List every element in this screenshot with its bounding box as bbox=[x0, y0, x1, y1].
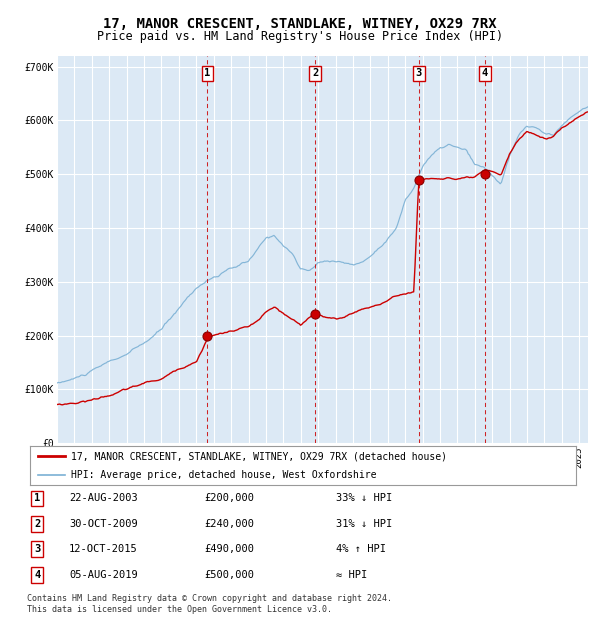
Text: 4% ↑ HPI: 4% ↑ HPI bbox=[336, 544, 386, 554]
Text: 17, MANOR CRESCENT, STANDLAKE, WITNEY, OX29 7RX: 17, MANOR CRESCENT, STANDLAKE, WITNEY, O… bbox=[103, 17, 497, 32]
Text: This data is licensed under the Open Government Licence v3.0.: This data is licensed under the Open Gov… bbox=[27, 604, 332, 614]
Text: 1: 1 bbox=[34, 494, 40, 503]
Text: 3: 3 bbox=[416, 68, 422, 78]
Text: £240,000: £240,000 bbox=[204, 519, 254, 529]
Text: Contains HM Land Registry data © Crown copyright and database right 2024.: Contains HM Land Registry data © Crown c… bbox=[27, 593, 392, 603]
Text: 1: 1 bbox=[204, 68, 211, 78]
Text: £200,000: £200,000 bbox=[204, 494, 254, 503]
Text: 2: 2 bbox=[312, 68, 319, 78]
Text: HPI: Average price, detached house, West Oxfordshire: HPI: Average price, detached house, West… bbox=[71, 470, 376, 480]
Text: 33% ↓ HPI: 33% ↓ HPI bbox=[336, 494, 392, 503]
Text: 3: 3 bbox=[34, 544, 40, 554]
Text: £490,000: £490,000 bbox=[204, 544, 254, 554]
Text: £500,000: £500,000 bbox=[204, 570, 254, 580]
Text: 2: 2 bbox=[34, 519, 40, 529]
Text: 31% ↓ HPI: 31% ↓ HPI bbox=[336, 519, 392, 529]
Text: 4: 4 bbox=[482, 68, 488, 78]
Text: 22-AUG-2003: 22-AUG-2003 bbox=[69, 494, 138, 503]
Text: 05-AUG-2019: 05-AUG-2019 bbox=[69, 570, 138, 580]
Text: Price paid vs. HM Land Registry's House Price Index (HPI): Price paid vs. HM Land Registry's House … bbox=[97, 30, 503, 43]
Text: 30-OCT-2009: 30-OCT-2009 bbox=[69, 519, 138, 529]
Text: 17, MANOR CRESCENT, STANDLAKE, WITNEY, OX29 7RX (detached house): 17, MANOR CRESCENT, STANDLAKE, WITNEY, O… bbox=[71, 451, 447, 461]
Text: ≈ HPI: ≈ HPI bbox=[336, 570, 367, 580]
Text: 12-OCT-2015: 12-OCT-2015 bbox=[69, 544, 138, 554]
Text: 4: 4 bbox=[34, 570, 40, 580]
